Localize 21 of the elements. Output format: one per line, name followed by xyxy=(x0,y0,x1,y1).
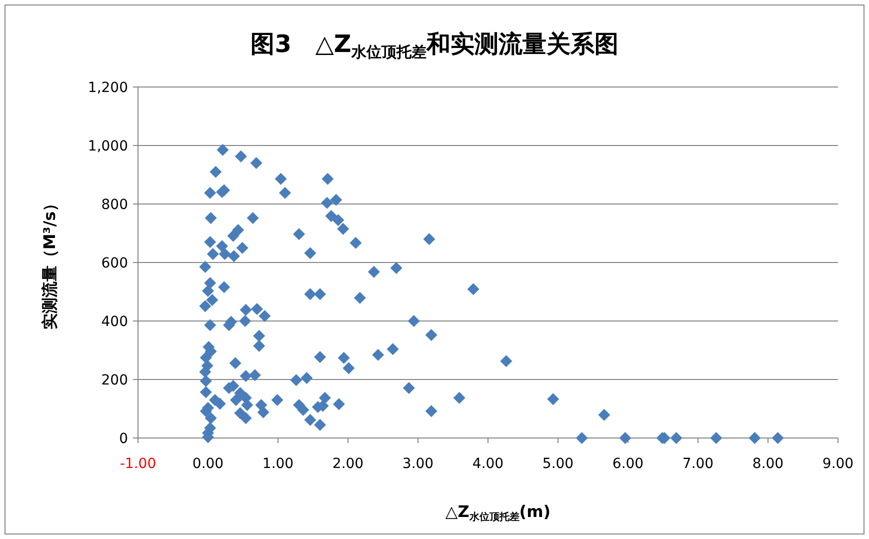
y-tick-label: 200 xyxy=(101,372,128,388)
x-tick-label: 5.00 xyxy=(542,456,574,472)
y-tick-label: 1,000 xyxy=(88,138,128,154)
y-tick-label: 0 xyxy=(119,431,128,447)
x-tick-label: 2.00 xyxy=(332,456,364,472)
x-tick-label: 7.00 xyxy=(682,456,714,472)
x-tick-label: 4.00 xyxy=(472,456,504,472)
x-tick-label: 1.00 xyxy=(262,456,294,472)
chart-title: 图3 △Z$_{水位顶托差}$和实测流量关系图 xyxy=(250,30,618,60)
y-tick-label: 800 xyxy=(101,197,128,213)
x-tick-label: 3.00 xyxy=(402,456,434,472)
y-tick-label: 1,200 xyxy=(88,80,128,96)
x-tick-label: -1.00 xyxy=(120,456,156,472)
x-tick-label: 0.00 xyxy=(192,456,224,472)
y-tick-label: 600 xyxy=(101,256,128,272)
x-tick-label: 9.00 xyxy=(822,456,854,472)
x-tick-label: 6.00 xyxy=(612,456,644,472)
y-axis-title: 实测流量（M³/s） xyxy=(40,195,59,330)
x-tick-label: 8.00 xyxy=(752,456,784,472)
x-axis-title: △Z$_{水位顶托差}$(m) xyxy=(445,502,551,523)
y-tick-label: 400 xyxy=(101,314,128,330)
